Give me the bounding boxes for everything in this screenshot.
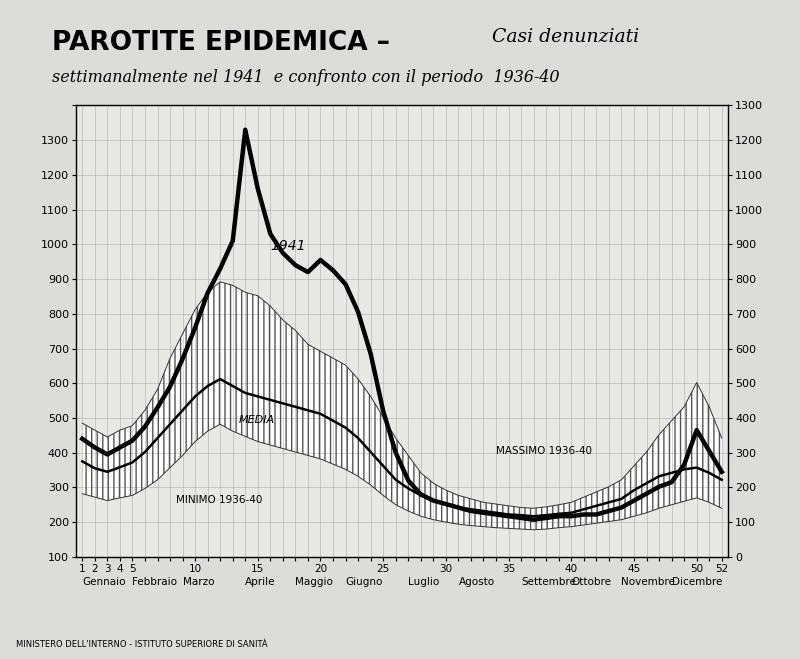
Text: Ottobre: Ottobre	[571, 577, 611, 587]
Text: Maggio: Maggio	[295, 577, 334, 587]
Text: Settembre: Settembre	[521, 577, 576, 587]
Text: settimanalmente nel 1941  e confronto con il periodo  1936-40: settimanalmente nel 1941 e confronto con…	[52, 69, 559, 86]
Text: MINIMO 1936-40: MINIMO 1936-40	[176, 495, 262, 505]
Text: Luglio: Luglio	[408, 577, 439, 587]
Text: Febbraio: Febbraio	[133, 577, 178, 587]
Text: 1941: 1941	[270, 239, 306, 252]
Text: Giugno: Giugno	[346, 577, 383, 587]
Text: MEDIA: MEDIA	[239, 415, 275, 425]
Text: Aprile: Aprile	[246, 577, 276, 587]
Text: PAROTITE EPIDEMICA –: PAROTITE EPIDEMICA –	[52, 30, 390, 55]
Text: MINISTERO DELL'INTERNO - ISTITUTO SUPERIORE DI SANITÀ: MINISTERO DELL'INTERNO - ISTITUTO SUPERI…	[16, 640, 268, 649]
Text: Marzo: Marzo	[182, 577, 214, 587]
Text: Novembre: Novembre	[622, 577, 675, 587]
Text: Dicembre: Dicembre	[671, 577, 722, 587]
Text: Agosto: Agosto	[458, 577, 494, 587]
Text: Casi denunziati: Casi denunziati	[492, 28, 639, 45]
Text: MASSIMO 1936-40: MASSIMO 1936-40	[496, 446, 592, 457]
Text: Gennaio: Gennaio	[82, 577, 126, 587]
